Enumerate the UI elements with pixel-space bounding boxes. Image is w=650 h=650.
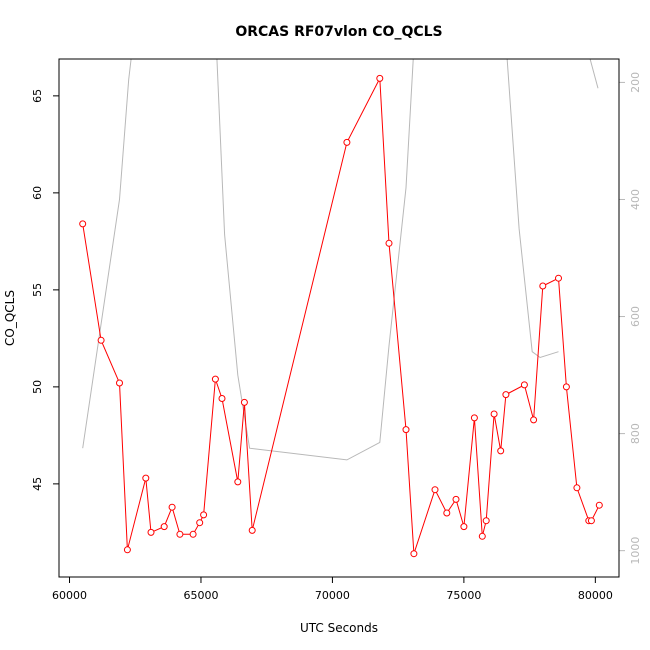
x-tick-label: 80000 bbox=[578, 589, 613, 602]
co-point bbox=[123, 546, 131, 554]
co-point bbox=[460, 523, 468, 531]
co-point bbox=[587, 517, 595, 525]
right-tick-label: 1000 bbox=[629, 537, 642, 565]
co-point bbox=[211, 375, 219, 383]
y-axis: 45 50 55 60 65 bbox=[31, 89, 60, 491]
right-axis-series-line-1 bbox=[82, 59, 599, 461]
co-point bbox=[402, 426, 410, 434]
co-point bbox=[248, 526, 256, 534]
y-tick-label: 55 bbox=[31, 283, 44, 297]
right-tick-label: 400 bbox=[629, 189, 642, 210]
x-tick-label: 65000 bbox=[183, 589, 218, 602]
co-point bbox=[410, 550, 418, 558]
co-point bbox=[520, 381, 528, 389]
co-point bbox=[555, 274, 562, 282]
x-tick-label: 70000 bbox=[315, 589, 350, 602]
co-point bbox=[196, 519, 204, 527]
co-point bbox=[189, 530, 197, 538]
co-point bbox=[573, 484, 581, 492]
co-point bbox=[200, 511, 208, 519]
x-tick-label: 75000 bbox=[446, 589, 481, 602]
co-point bbox=[79, 220, 87, 228]
co-point bbox=[431, 486, 439, 494]
right-axis: 200 400 600 800 1000 bbox=[618, 72, 642, 565]
co-point bbox=[218, 395, 226, 402]
co-point bbox=[502, 391, 510, 399]
co-point bbox=[497, 447, 505, 455]
co-series-line bbox=[82, 76, 600, 554]
co-point bbox=[160, 523, 168, 531]
co-point bbox=[452, 495, 460, 503]
co-point bbox=[562, 383, 570, 391]
co-point bbox=[490, 410, 498, 418]
co-point bbox=[443, 509, 451, 517]
co-point bbox=[240, 398, 248, 406]
co-point bbox=[530, 416, 538, 424]
co-point bbox=[385, 239, 393, 247]
co-point bbox=[482, 517, 490, 525]
co-point bbox=[168, 503, 176, 511]
x-axis-label: UTC Seconds bbox=[300, 621, 378, 635]
y-tick-label: 50 bbox=[31, 380, 44, 394]
right-axis-series bbox=[82, 59, 599, 461]
co-point bbox=[595, 501, 603, 509]
co-point bbox=[376, 74, 384, 82]
y-tick-label: 65 bbox=[31, 89, 44, 103]
co-point bbox=[97, 336, 105, 344]
co-point bbox=[116, 379, 123, 387]
co-point bbox=[142, 474, 150, 482]
right-tick-label: 800 bbox=[629, 423, 642, 444]
right-tick-label: 200 bbox=[629, 72, 642, 93]
co-series bbox=[79, 74, 603, 558]
right-tick-label: 600 bbox=[629, 306, 642, 327]
chart-title: ORCAS RF07vlon CO_QCLS bbox=[235, 24, 442, 40]
right-axis-series-line-2 bbox=[506, 59, 559, 359]
y-tick-label: 45 bbox=[31, 477, 44, 491]
co-point bbox=[478, 532, 486, 540]
co-point bbox=[470, 414, 478, 422]
co-point bbox=[234, 478, 242, 486]
y-axis-label: CO_QCLS bbox=[3, 290, 17, 346]
plot-frame bbox=[58, 58, 620, 578]
x-tick-label: 60000 bbox=[52, 589, 87, 602]
x-axis: 60000 65000 70000 75000 80000 bbox=[52, 576, 613, 602]
co-point bbox=[539, 282, 547, 290]
co-point bbox=[343, 138, 351, 146]
y-tick-label: 60 bbox=[31, 186, 44, 200]
co-point bbox=[147, 528, 155, 536]
co-point bbox=[176, 530, 184, 538]
